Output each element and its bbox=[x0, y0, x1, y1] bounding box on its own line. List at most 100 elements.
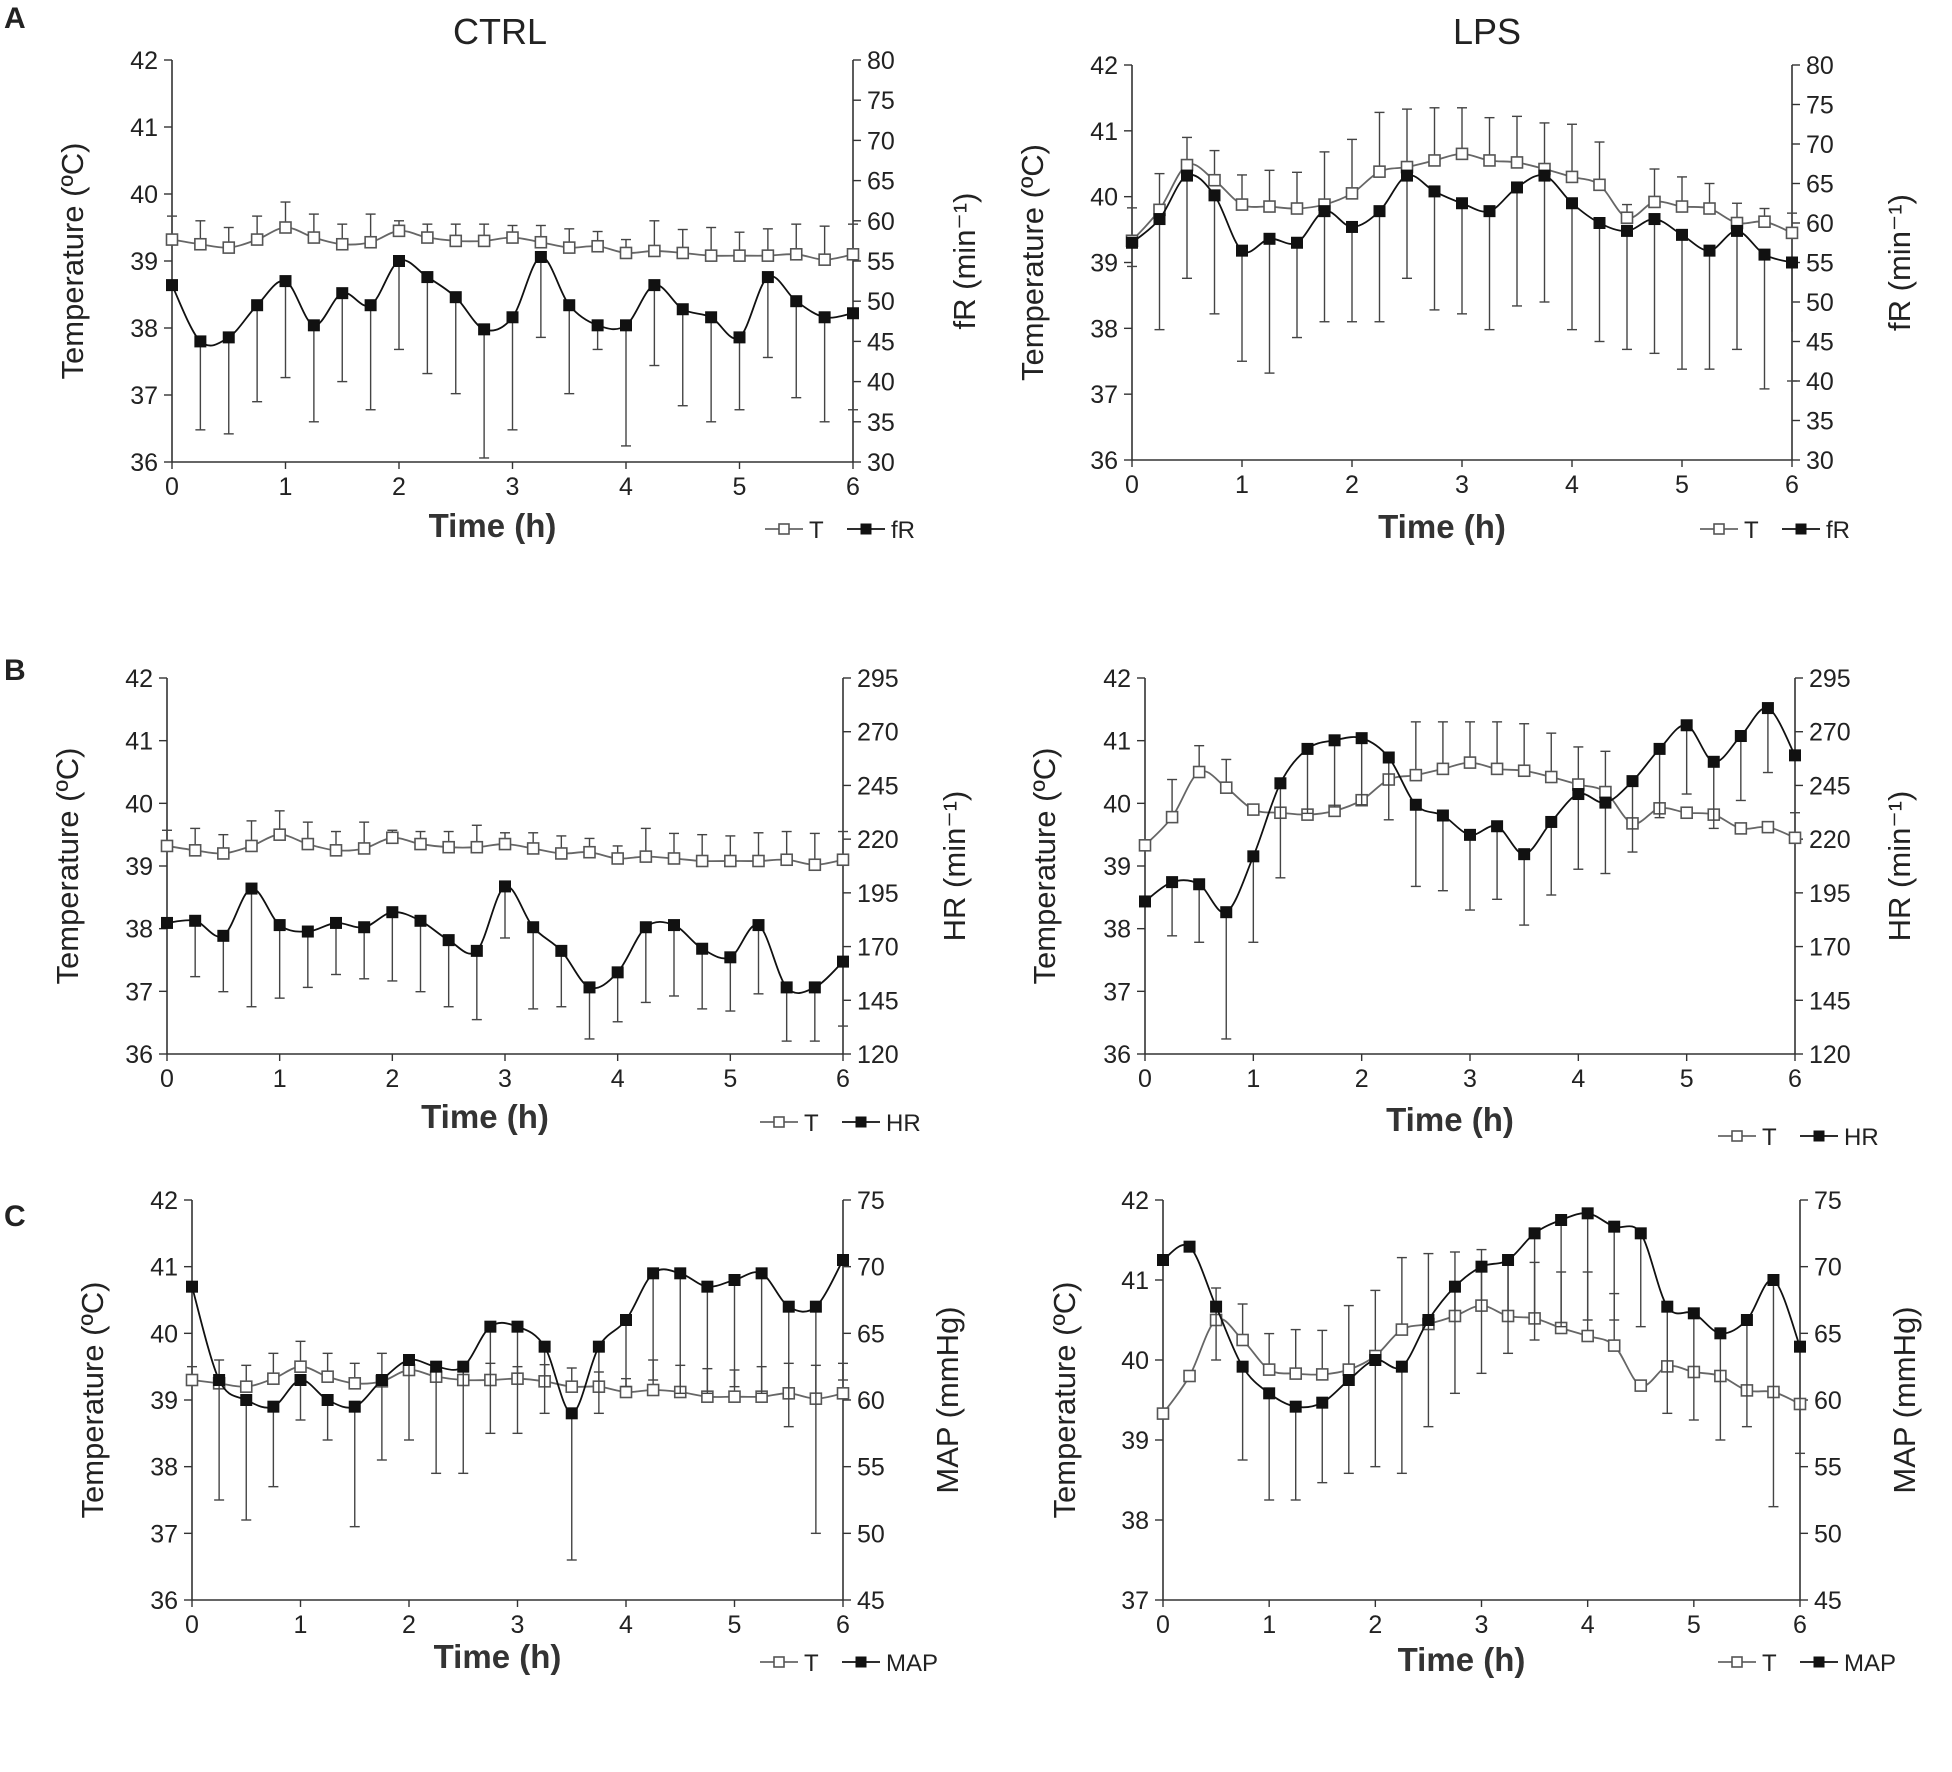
c-ctrl-right-tick-label: 65 bbox=[857, 1320, 885, 1348]
b-lps-series-hr-point bbox=[1247, 850, 1260, 863]
b-lps-right-tick-label: 120 bbox=[1809, 1041, 1851, 1069]
a-ctrl-series-fr-point bbox=[563, 299, 576, 312]
b-lps-series-hr-point bbox=[1707, 755, 1720, 768]
a-ctrl-left-tick-label: 37 bbox=[130, 382, 158, 410]
c-ctrl-series-map-point bbox=[484, 1320, 497, 1333]
b-lps-x-tick-label: 1 bbox=[1246, 1065, 1260, 1093]
a-lps-x-tick-label: 4 bbox=[1565, 471, 1579, 499]
c-ctrl-series-map-point bbox=[755, 1267, 768, 1280]
b-ctrl-series-t-point bbox=[667, 852, 681, 865]
c-ctrl-x-tick-label: 6 bbox=[836, 1611, 850, 1639]
a-ctrl-x-tick-label: 1 bbox=[279, 473, 293, 501]
b-ctrl-right-tick-label: 245 bbox=[857, 772, 899, 800]
b-ctrl-right-tick-label: 195 bbox=[857, 880, 899, 908]
a-ctrl-series-t-point bbox=[165, 233, 179, 246]
a-ctrl-series-fr-point bbox=[620, 319, 632, 332]
c-lps-left-tick-label: 37 bbox=[1121, 1587, 1149, 1615]
b-ctrl-series-hr-point bbox=[639, 921, 652, 934]
a-lps-x-label: Time (h) bbox=[1378, 508, 1506, 545]
a-ctrl-legend-marker-t bbox=[778, 523, 790, 535]
a-ctrl-series-fr-point bbox=[733, 331, 746, 344]
a-lps-right-tick-label: 80 bbox=[1806, 52, 1834, 80]
c-lps-series-map-point bbox=[1395, 1360, 1408, 1373]
b-lps-x-tick-label: 3 bbox=[1463, 1065, 1477, 1093]
a-ctrl-series-fr-point bbox=[364, 299, 377, 312]
b-lps-series-t-point bbox=[1247, 803, 1260, 816]
b-ctrl-series-t-point bbox=[470, 840, 484, 854]
c-ctrl-series-t-point bbox=[239, 1380, 253, 1393]
column-title-ctrl: CTRL bbox=[453, 11, 547, 52]
b-lps-right-tick-label: 170 bbox=[1809, 934, 1851, 962]
b-ctrl-series-t-point bbox=[555, 847, 568, 860]
c-lps-y-label-right: MAP (mmHg) bbox=[1887, 1306, 1922, 1493]
b-lps-series-hr-point bbox=[1789, 749, 1801, 762]
c-lps-series-t-point bbox=[1236, 1333, 1249, 1347]
b-ctrl-series-t-point bbox=[273, 828, 286, 841]
c-ctrl-x-tick-label: 0 bbox=[185, 1611, 199, 1639]
b-ctrl-x-tick-label: 0 bbox=[160, 1065, 174, 1093]
a-lps-right-tick-label: 70 bbox=[1806, 131, 1834, 159]
a-ctrl-x-tick-label: 4 bbox=[619, 473, 633, 501]
c-lps-series-map-point bbox=[1794, 1340, 1806, 1353]
a-ctrl-right-tick-label: 80 bbox=[867, 47, 895, 75]
c-lps-series-map-point bbox=[1634, 1227, 1647, 1240]
b-ctrl-series-t-point bbox=[498, 837, 512, 851]
b-ctrl-series-hr-point bbox=[583, 981, 596, 994]
c-lps-series-map-point bbox=[1528, 1227, 1541, 1240]
b-ctrl-series-hr-point bbox=[358, 921, 371, 934]
a-lps-series-t-point bbox=[1785, 226, 1799, 240]
a-lps-left-tick-label: 40 bbox=[1090, 184, 1118, 212]
b-lps-right-tick-label: 145 bbox=[1809, 987, 1851, 1015]
a-lps-series-fr-point bbox=[1676, 228, 1688, 241]
a-ctrl-series-fr-point bbox=[534, 250, 547, 263]
b-ctrl-left-tick-label: 36 bbox=[125, 1041, 153, 1069]
b-ctrl-left-tick-label: 37 bbox=[125, 978, 153, 1006]
c-lps-series-t-point bbox=[1183, 1369, 1196, 1383]
b-ctrl-series-t-point bbox=[526, 842, 540, 855]
a-lps-series-t-point bbox=[1180, 158, 1194, 172]
b-lps-series-t-point bbox=[1138, 839, 1152, 852]
a-lps-x-tick-label: 5 bbox=[1675, 471, 1689, 499]
c-ctrl-x-tick-label: 4 bbox=[619, 1611, 633, 1639]
a-ctrl-series-t-point bbox=[194, 237, 207, 251]
a-ctrl-series-t-point bbox=[335, 237, 349, 251]
b-lps-left-tick-label: 36 bbox=[1103, 1041, 1131, 1069]
c-ctrl-legend-marker-t bbox=[773, 1656, 785, 1668]
b-lps-legend-marker-2 bbox=[1813, 1130, 1825, 1142]
a-ctrl-series-fr-point bbox=[506, 311, 519, 324]
c-lps-x-tick-label: 3 bbox=[1475, 1611, 1489, 1639]
c-lps-series-map-point bbox=[1740, 1314, 1753, 1326]
b-ctrl-series-hr-point bbox=[780, 981, 793, 994]
a-ctrl-right-tick-label: 40 bbox=[867, 369, 895, 397]
b-ctrl-series-t-point bbox=[329, 844, 343, 857]
b-lps-left-tick-label: 42 bbox=[1103, 665, 1131, 693]
a-ctrl-series-fr-point bbox=[648, 279, 661, 292]
b-ctrl-series-hr-point bbox=[499, 880, 511, 893]
c-ctrl-series-map-point bbox=[728, 1274, 741, 1286]
b-lps-series-hr-point bbox=[1518, 848, 1531, 861]
b-ctrl-series-t-point bbox=[639, 850, 653, 863]
b-lps-series-t-point bbox=[1680, 806, 1693, 820]
a-ctrl-right-tick-label: 35 bbox=[867, 409, 895, 437]
c-ctrl-right-tick-label: 60 bbox=[857, 1387, 885, 1415]
a-ctrl-series-fr-point bbox=[790, 295, 803, 308]
a-lps-right-tick-label: 50 bbox=[1806, 289, 1834, 317]
c-lps-series-map-point bbox=[1767, 1274, 1780, 1286]
a-ctrl-x-tick-label: 6 bbox=[846, 473, 860, 501]
b-lps-series-hr-point bbox=[1274, 777, 1287, 790]
b-ctrl-series-t-point bbox=[160, 839, 174, 853]
b-lps-y-label-right: HR (min⁻¹) bbox=[1882, 791, 1917, 942]
b-ctrl-x-tick-label: 2 bbox=[385, 1065, 399, 1093]
a-ctrl-series-fr-point bbox=[393, 255, 405, 267]
b-ctrl-series-hr-point bbox=[161, 916, 173, 929]
a-lps-left-tick-label: 39 bbox=[1090, 250, 1118, 278]
a-ctrl-left-tick-label: 38 bbox=[130, 315, 158, 343]
c-lps-series-map-point bbox=[1475, 1260, 1488, 1273]
a-lps-series-t-point bbox=[1455, 147, 1469, 161]
b-lps-y-label-left: Temperature (ºC) bbox=[1027, 748, 1062, 985]
b-lps-legend-marker-t bbox=[1731, 1130, 1743, 1142]
c-lps-series-t-point bbox=[1634, 1379, 1648, 1392]
c-ctrl-right-tick-label: 50 bbox=[857, 1520, 885, 1548]
a-ctrl-right-tick-label: 70 bbox=[867, 127, 895, 155]
column-title-lps: LPS bbox=[1453, 11, 1521, 52]
